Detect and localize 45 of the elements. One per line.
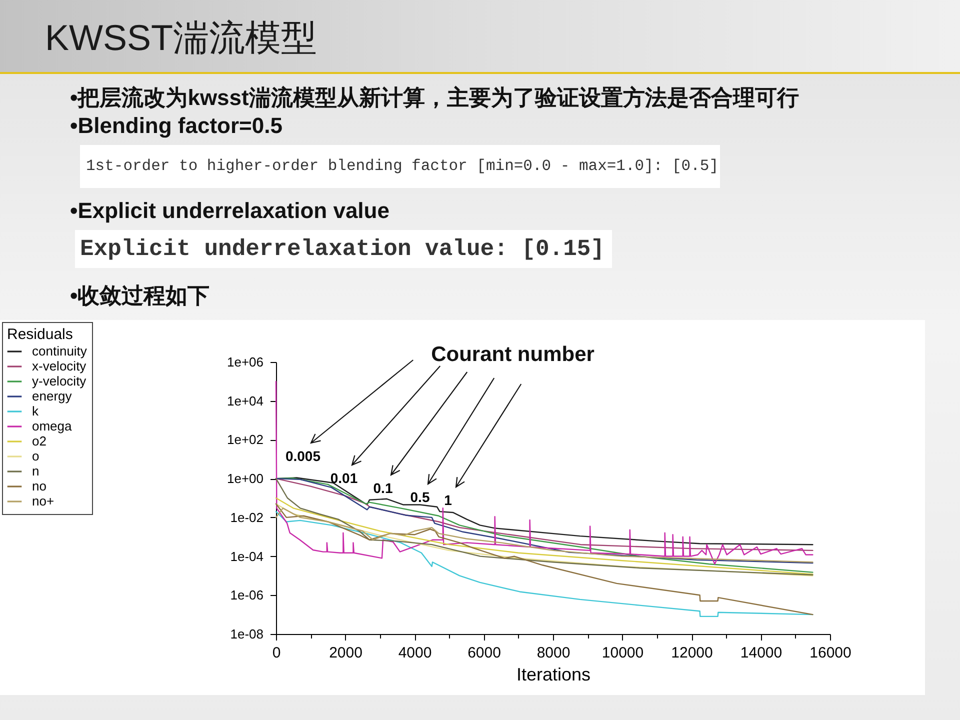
x-axis-title: Iterations: [516, 664, 591, 684]
y-tick-label: 1e+02: [226, 432, 264, 448]
y-tick-label: 1e+00: [226, 471, 264, 486]
annotation: 0.1: [373, 480, 393, 496]
legend-label: no: [32, 478, 46, 494]
line-series: [275, 508, 814, 563]
y-tick-label: 1e-02: [230, 510, 264, 525]
legend-label: o: [32, 448, 40, 464]
x-tick-label: 0: [272, 644, 281, 662]
x-tick-label: 4000: [398, 644, 432, 662]
x-tick-label: 10000: [602, 644, 644, 662]
legend-label: omega: [32, 418, 73, 434]
text: •把层流改为kwsst湍流模型从新计算，主要为了验证设置方法是否合理可行: [70, 85, 799, 111]
legend-label: n: [32, 464, 40, 478]
legend-label: energy: [32, 388, 72, 404]
annotation: Courant number: [431, 343, 594, 367]
legend-label: no+: [32, 494, 54, 508]
text: •Explicit underrelaxation value: [70, 198, 390, 224]
x-tick-label: 16000: [810, 644, 852, 662]
x-tick-label: 2000: [329, 644, 362, 662]
text: •收敛过程如下: [70, 283, 210, 309]
text: •Blending factor=0.5: [70, 113, 282, 139]
y-tick-label: 1e+06: [226, 354, 264, 370]
y-tick-label: 1e+04: [226, 393, 264, 408]
x-tick-label: 6000: [468, 644, 501, 662]
legend-label: continuity: [32, 344, 88, 358]
y-tick-label: 1e-08: [230, 626, 264, 642]
annotation: 0.005: [285, 448, 321, 464]
y-tick-label: 1e-04: [230, 548, 264, 564]
x-tick-label: 12000: [671, 644, 713, 662]
annotation: 1: [444, 492, 452, 508]
legend-title: Residuals: [7, 326, 73, 343]
legend-label: x-velocity: [32, 358, 87, 374]
text: 1st-order to higher-order blending factor [min=0.0 - max=1.0]: [0.5]: [80, 145, 720, 188]
line-series: [275, 380, 814, 565]
annotation: 0.01: [330, 470, 358, 486]
legend-label: o2: [32, 434, 46, 448]
text: Explicit underrelaxation value: [0.15]: [75, 230, 612, 268]
legend-label: y-velocity: [32, 374, 87, 388]
legend-label: k: [32, 404, 39, 418]
x-tick-label: 14000: [740, 644, 782, 662]
x-tick-label: 8000: [536, 644, 570, 662]
y-tick-label: 1e-06: [230, 588, 264, 603]
chart-title: KWSST湍流模型: [45, 17, 318, 59]
annotation: 0.5: [410, 489, 430, 505]
